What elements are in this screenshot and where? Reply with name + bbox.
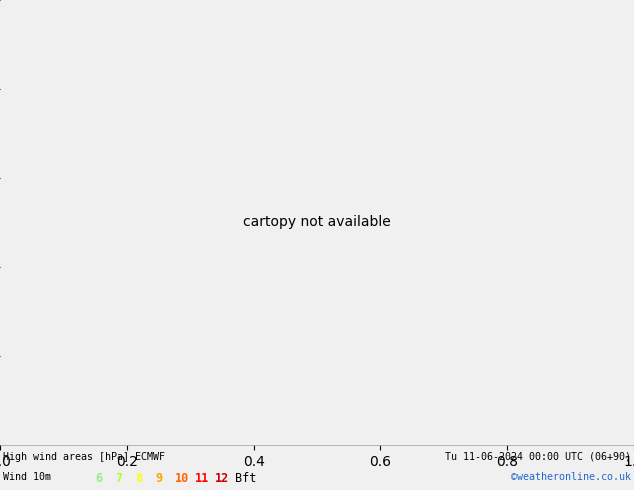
Text: High wind areas [hPa] ECMWF: High wind areas [hPa] ECMWF [3, 452, 165, 462]
Text: 10: 10 [175, 472, 190, 485]
Text: 7: 7 [115, 472, 122, 485]
Text: 9: 9 [155, 472, 162, 485]
Text: 6: 6 [95, 472, 102, 485]
Text: 11: 11 [195, 472, 209, 485]
Text: Tu 11-06-2024 00:00 UTC (06+90): Tu 11-06-2024 00:00 UTC (06+90) [445, 452, 631, 462]
Text: 8: 8 [135, 472, 142, 485]
Text: 12: 12 [215, 472, 230, 485]
Text: cartopy not available: cartopy not available [243, 216, 391, 229]
Text: ©weatheronline.co.uk: ©weatheronline.co.uk [511, 472, 631, 482]
Text: Wind 10m: Wind 10m [3, 472, 51, 482]
Text: Bft: Bft [235, 472, 256, 485]
